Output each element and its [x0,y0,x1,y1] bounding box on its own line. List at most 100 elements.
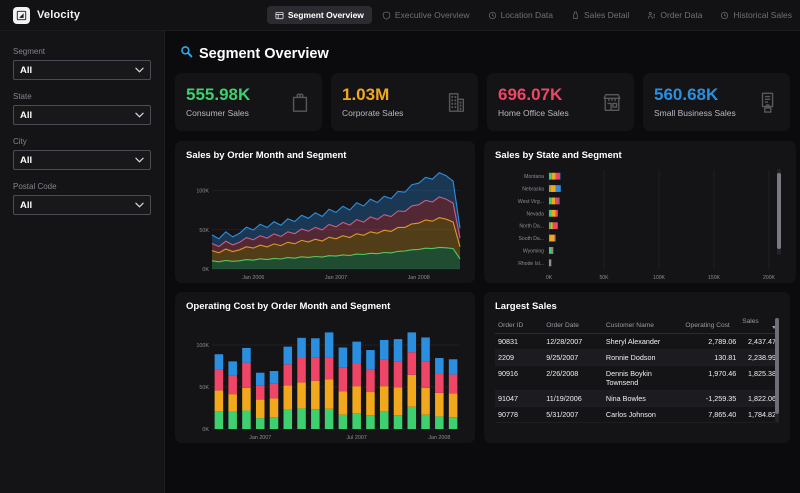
svg-text:150K: 150K [708,275,720,281]
svg-text:Montana: Montana [524,174,544,180]
table-header-customer-name[interactable]: Customer Name [602,316,683,334]
table-scrollbar[interactable] [775,318,779,422]
cart-icon [647,11,656,20]
svg-text:Jan 2007: Jan 2007 [249,435,271,441]
svg-text:0K: 0K [202,267,209,273]
tab-executive-overview[interactable]: Executive Overview [374,6,478,24]
table-header-label: Order ID [498,322,524,329]
svg-text:100K: 100K [653,275,665,281]
table-row[interactable]: 90831 12/28/2007 Sheryl Alexander 2,789.06 2… [495,333,779,350]
panel-title: Sales by Order Month and Segment [186,150,347,161]
kpi-label: Corporate Sales [342,107,404,118]
state-chart-scrollbar[interactable] [777,169,781,255]
tab-label: Sales Detail [584,10,630,20]
table-cell: 5/31/2007 [543,406,603,423]
svg-text:50K: 50K [599,275,609,281]
kpi-card-small-business-sales[interactable]: 560.68K Small Business Sales [643,73,790,131]
charts-row-1: Sales by Order Month and Segment 0K 50K 10… [175,141,796,283]
filter-dropdown[interactable]: All [13,60,151,80]
table-cell: 2,238.99 [739,349,779,366]
kpi-label: Consumer Sales [186,107,249,118]
svg-text:100K: 100K [196,189,209,195]
table-header-order-id[interactable]: Order ID [495,316,544,334]
table-cell: 2,437.47 [739,333,779,350]
operating-cost-panel: Operating Cost by Order Month and Segmen… [175,292,475,443]
table-row[interactable]: 90778 5/31/2007 Carlos Johnson 7,865.40 1,78… [495,406,779,423]
kpi-card-corporate-sales[interactable]: 1.03M Corporate Sales [331,73,478,131]
svg-text:Jan 2007: Jan 2007 [325,275,347,281]
table-cell: 90778 [495,406,544,423]
tab-historical-sales[interactable]: Historical Sales [712,6,800,24]
filter-label: Segment [13,47,46,56]
kpi-card-consumer-sales[interactable]: 555.98K Consumer Sales [175,73,322,131]
kpi-value: 555.98K [186,85,251,105]
sales-by-state-chart[interactable]: 0K 50K 100K 150K 200K Montana Nebraska West Vir… [495,165,785,283]
main-nav: Segment Overview Executive Overview Locati… [266,6,800,24]
kpi-label: Small Business Sales [654,107,736,118]
table-row[interactable]: 2209 9/25/2007 Ronnie Dodson 130.81 2,238.99 [495,349,779,366]
table-cell: 7,865.40 [682,406,740,423]
table-header: Order ID Order Date Customer Name Operating… [495,316,779,334]
table-cell: Sheryl Alexander [602,333,683,350]
svg-text:0K: 0K [202,427,209,433]
sales-by-order-month-chart[interactable]: 0K 50K 100K Jan 2006 Jan 2007 Jan 2008 [186,165,464,283]
grid-icon [275,11,284,20]
operating-cost-chart[interactable]: 0K 50K 100K Jan 2007 Jul 2007 Jan 2008 [186,316,464,443]
chevron-down-icon [135,112,144,118]
table-cell: 90831 [495,333,544,350]
receipt-lock-icon [757,90,779,114]
filter-label: City [13,137,27,146]
kpi-card-home-office-sales[interactable]: 696.07K Home Office Sales [487,73,634,131]
bar-chart-logo-icon [13,6,30,24]
charts-row-2: Operating Cost by Order Month and Segmen… [175,292,790,443]
svg-text:Nebraska: Nebraska [522,187,544,193]
tab-label: Order Data [660,10,703,20]
filter-segment: Segment All [13,47,151,80]
panel-title: Largest Sales [495,301,557,312]
filter-postal-code: Postal Code All [13,182,151,215]
table-cell: 1,784.82 [739,406,779,423]
tab-label: Location Data [500,10,554,20]
chevron-down-icon [135,157,144,163]
kpi-text: 696.07K Home Office Sales [498,86,569,118]
table-cell: 2/26/2008 [543,365,603,391]
page-title-row: Segment Overview [180,45,790,63]
office-building-icon [445,90,467,114]
table-row[interactable]: 91047 11/19/2006 Nina Bowles -1,259.35 1,822… [495,390,779,407]
tab-location-data[interactable]: Location Data [480,6,561,24]
filter-dropdown[interactable]: All [13,105,151,125]
table-cell: 91047 [495,390,544,407]
filter-state: State All [13,92,151,125]
filter-dropdown[interactable]: All [13,150,151,170]
panel-title: Operating Cost by Order Month and Segmen… [186,301,391,312]
svg-text:Nevada: Nevada [526,211,544,217]
tab-sales-detail[interactable]: Sales Detail [563,6,637,24]
kpi-text: 560.68K Small Business Sales [654,86,736,118]
kpi-value: 696.07K [498,85,563,105]
table-cell: 2,789.06 [682,333,740,350]
table-header-operating-cost[interactable]: Operating Cost [682,316,740,334]
svg-text:Wyoming: Wyoming [523,248,544,254]
table-header-sales[interactable]: Sales [739,316,779,334]
largest-sales-panel: Largest Sales Order ID Order Date Customer… [484,292,790,443]
table-cell: 1,822.06 [739,390,779,407]
table-row[interactable]: 90916 2/26/2008 Dennis Boykin Townsend 1,97… [495,365,779,391]
history-icon [720,11,729,20]
tab-segment-overview[interactable]: Segment Overview [266,6,372,24]
filter-dropdown[interactable]: All [13,195,151,215]
filter-value: All [20,109,33,121]
brand[interactable]: Velocity [0,6,124,24]
table-header-label: Operating Cost [685,322,730,329]
sort-descending-icon [772,326,776,329]
table-cell: 1,970.46 [682,365,740,391]
tab-order-data[interactable]: Order Data [639,6,710,24]
svg-text:Rhode Isl...: Rhode Isl... [518,261,544,267]
magnifier-icon [180,45,193,63]
table-body: 90831 12/28/2007 Sheryl Alexander 2,789.06 2… [495,333,779,423]
bottle-icon [571,11,580,20]
storefront-icon [601,90,623,114]
filter-value: All [20,154,33,166]
table-header-label: Order Date [546,322,579,329]
table-header-order-date[interactable]: Order Date [543,316,603,334]
